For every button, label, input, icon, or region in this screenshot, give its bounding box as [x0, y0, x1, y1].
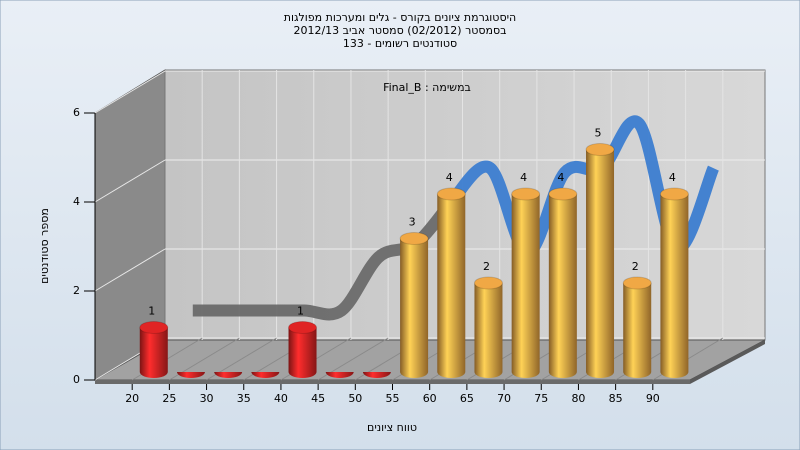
x-tick-label: 75: [534, 392, 548, 405]
data-label: 5: [595, 127, 602, 140]
bar-top: [585, 143, 615, 156]
x-tick-label: 70: [497, 392, 511, 405]
x-tick-label: 60: [423, 392, 437, 405]
y-tick-label: 0: [73, 373, 80, 386]
bar: [362, 372, 391, 378]
bar: [214, 372, 243, 378]
bar: [548, 194, 577, 378]
grid-line: [94, 248, 166, 292]
x-tick-label: 65: [460, 392, 474, 405]
data-label: 1: [297, 305, 304, 318]
bar: [325, 372, 354, 378]
y-tick-label: 4: [73, 195, 80, 208]
bar: [660, 194, 689, 378]
bar: [288, 327, 317, 378]
bar-top: [436, 187, 466, 201]
bar: [176, 372, 205, 378]
x-axis-label: טווח ציונים: [367, 421, 417, 434]
x-tick-label: 80: [571, 392, 585, 405]
x-tick-label: 50: [348, 392, 362, 405]
bar-top: [139, 321, 169, 334]
bar-top: [622, 276, 652, 290]
bar: [139, 327, 168, 378]
y-tick-label: 2: [73, 284, 80, 297]
bar-top: [288, 321, 318, 334]
data-label: 2: [632, 260, 639, 273]
x-tick-label: 40: [274, 392, 288, 405]
labels: היסטוגרמת ציונים בקורס - גלים ומערכות מפ…: [38, 11, 660, 434]
x-tick-label: 55: [386, 392, 400, 405]
bar-top: [511, 187, 541, 201]
data-label: 1: [148, 305, 155, 318]
grid-line: [94, 159, 166, 203]
bar-top: [473, 276, 503, 290]
x-tick-label: 90: [646, 392, 660, 405]
x-tick-label: 85: [609, 392, 623, 405]
data-label: 2: [483, 260, 490, 273]
bar: [586, 149, 615, 378]
x-tick-label: 25: [162, 392, 176, 405]
title: סטודנטים רשומים - 133: [343, 37, 457, 50]
bar: [437, 194, 466, 378]
data-label: 4: [669, 171, 676, 184]
x-tick-label: 45: [311, 392, 325, 405]
title: בסמסטר (02/2012) סמסטר אביב 2012/13: [293, 24, 506, 37]
bar: [400, 238, 429, 378]
data-label: 4: [557, 171, 564, 184]
bar-top: [548, 187, 578, 201]
data-label: 4: [520, 171, 527, 184]
bars: 1 1 3 4 2 4 4 5 2 4: [139, 127, 689, 378]
bar-top: [399, 232, 429, 245]
data-label: 3: [409, 216, 416, 229]
bar: [623, 283, 652, 378]
bar: [251, 372, 280, 378]
y-tick-label: 6: [73, 106, 80, 119]
bar-top: [659, 187, 689, 201]
x-tick-label: 30: [200, 392, 214, 405]
grid-line: [94, 70, 166, 114]
data-label: 4: [446, 171, 453, 184]
y-axis-label: מספר סטודנטים: [38, 208, 51, 284]
floor-side: [690, 340, 765, 384]
bar: [474, 283, 503, 378]
floor-edge: [95, 380, 690, 384]
title: היסטוגרמת ציונים בקורס - גלים ומערכות מפ…: [284, 11, 516, 24]
bar: [511, 194, 540, 378]
x-tick-label: 20: [125, 392, 139, 405]
annotation: במשימה : Final_B: [383, 81, 471, 94]
x-tick-label: 35: [237, 392, 251, 405]
